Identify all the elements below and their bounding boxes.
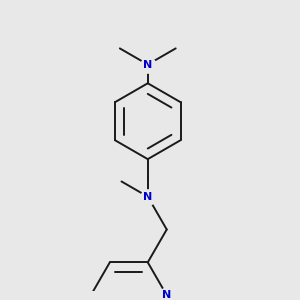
Text: N: N [143, 59, 152, 70]
Text: N: N [143, 192, 152, 202]
Text: N: N [162, 290, 171, 300]
